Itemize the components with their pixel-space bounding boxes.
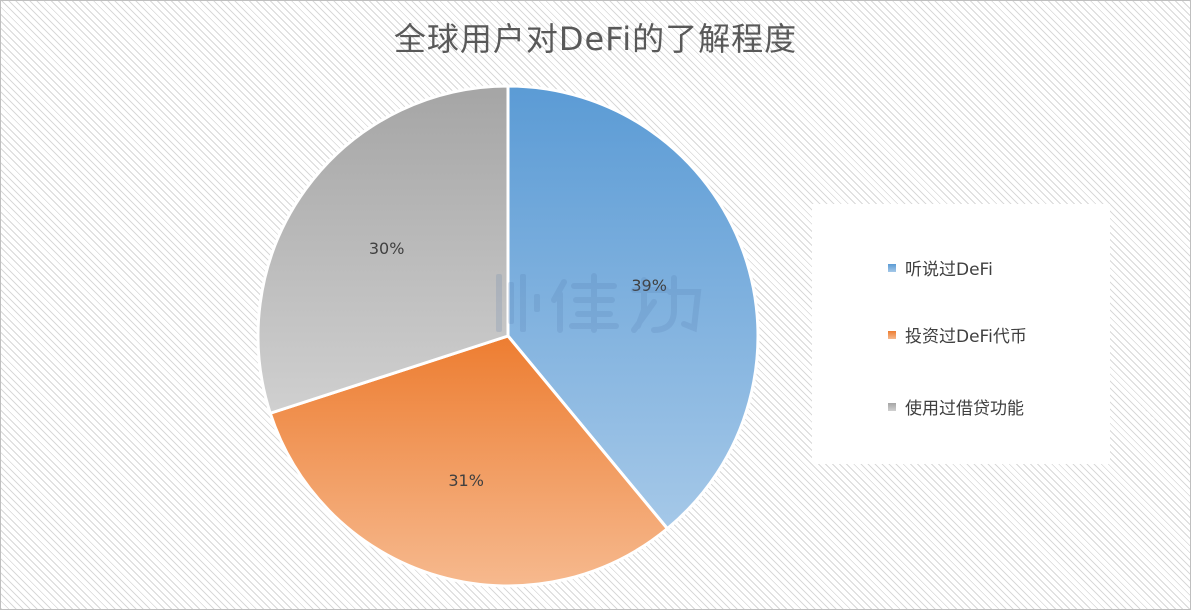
legend-label: 使用过借贷功能 bbox=[905, 399, 1024, 419]
legend: 听说过DeFi 投资过DeFi代币 使用过借贷功能 bbox=[812, 204, 1110, 464]
legend-label: 投资过DeFi代币 bbox=[905, 327, 1027, 347]
legend-item-heard: 听说过DeFi bbox=[888, 255, 993, 280]
pie-slice-lending bbox=[256, 84, 510, 415]
legend-item-invested: 投资过DeFi代币 bbox=[888, 322, 1027, 347]
legend-item-lending: 使用过借贷功能 bbox=[888, 394, 1024, 419]
legend-label: 听说过DeFi bbox=[905, 260, 993, 280]
pie-slice-invested bbox=[268, 334, 669, 588]
pie-slice-heard bbox=[506, 84, 760, 531]
pie-data-labels: 39% 31% 30% bbox=[369, 239, 667, 490]
pie-label-invested: 31% bbox=[448, 471, 484, 490]
pie-label-heard: 39% bbox=[631, 276, 667, 295]
legend-swatch-orange bbox=[888, 330, 896, 339]
legend-swatch-gray bbox=[888, 402, 896, 411]
pie-label-lending: 30% bbox=[369, 239, 405, 258]
legend-swatch-blue bbox=[888, 263, 896, 272]
chart-title: 全球用户对DeFi的了解程度 bbox=[393, 20, 798, 58]
pie-slices bbox=[256, 84, 760, 588]
